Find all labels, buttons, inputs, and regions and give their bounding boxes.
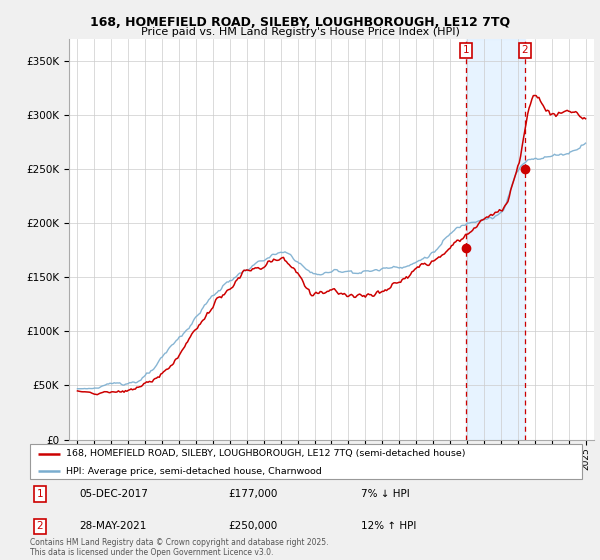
Text: Contains HM Land Registry data © Crown copyright and database right 2025.
This d: Contains HM Land Registry data © Crown c… — [30, 538, 329, 557]
Text: Price paid vs. HM Land Registry's House Price Index (HPI): Price paid vs. HM Land Registry's House … — [140, 27, 460, 37]
Bar — [466, 39, 525, 440]
Text: 7% ↓ HPI: 7% ↓ HPI — [361, 489, 410, 499]
Text: £177,000: £177,000 — [229, 489, 278, 499]
Text: 168, HOMEFIELD ROAD, SILEBY, LOUGHBOROUGH, LE12 7TQ (semi-detached house): 168, HOMEFIELD ROAD, SILEBY, LOUGHBOROUG… — [66, 449, 466, 458]
Text: 28-MAY-2021: 28-MAY-2021 — [80, 521, 147, 531]
Text: 1: 1 — [37, 489, 43, 499]
Text: 1: 1 — [463, 45, 469, 55]
Text: 168, HOMEFIELD ROAD, SILEBY, LOUGHBOROUGH, LE12 7TQ: 168, HOMEFIELD ROAD, SILEBY, LOUGHBOROUG… — [90, 16, 510, 29]
Text: 2: 2 — [37, 521, 43, 531]
FancyBboxPatch shape — [30, 444, 582, 479]
Text: £250,000: £250,000 — [229, 521, 278, 531]
Text: 05-DEC-2017: 05-DEC-2017 — [80, 489, 149, 499]
Text: 12% ↑ HPI: 12% ↑ HPI — [361, 521, 416, 531]
Text: HPI: Average price, semi-detached house, Charnwood: HPI: Average price, semi-detached house,… — [66, 466, 322, 475]
Text: 2: 2 — [521, 45, 528, 55]
